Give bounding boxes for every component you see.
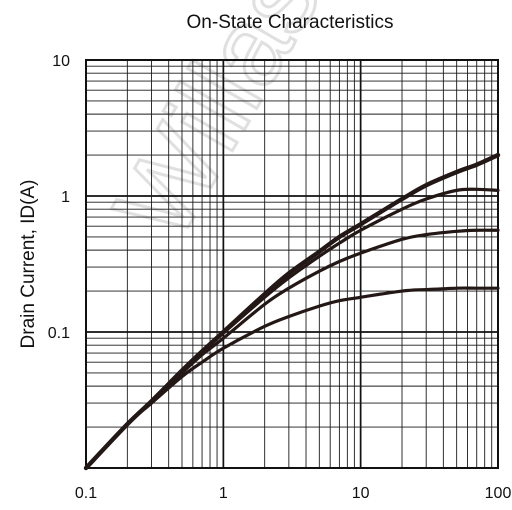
y-tick-label: 0.1 (48, 325, 70, 342)
x-tick-label: 0.1 (75, 485, 97, 502)
y-tick-labels: 10 1 0.1 (48, 53, 70, 342)
x-tick-label: 10 (352, 485, 370, 502)
plot-grid (85, 59, 499, 469)
curve-group (83, 152, 501, 471)
x-tick-label: 1 (219, 485, 228, 502)
y-tick-label: 10 (52, 53, 70, 70)
y-tick-label: 1 (61, 189, 70, 206)
x-tick-labels: 0.1 1 10 100 (75, 485, 512, 502)
series-line-3 (84, 228, 500, 470)
series-line-4 (84, 286, 500, 470)
chart-title: On-State Characteristics (187, 12, 394, 33)
y-axis-label: Drain Current, ID(A) (18, 180, 39, 349)
plot-frame (85, 59, 499, 469)
x-tick-label: 100 (485, 485, 512, 502)
